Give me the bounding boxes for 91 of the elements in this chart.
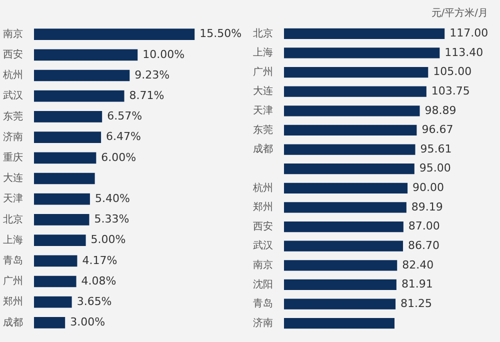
data-label: 5.33% bbox=[94, 212, 130, 226]
y-tick-label: 西安 bbox=[253, 220, 273, 232]
data-label: 98.89 bbox=[424, 104, 456, 117]
bar bbox=[34, 111, 102, 122]
y-tick-label: 大连 bbox=[3, 172, 23, 184]
y-tick-label: 广州 bbox=[253, 66, 273, 78]
y-tick-label: 上海 bbox=[3, 234, 23, 246]
y-tick-label: 重庆 bbox=[3, 151, 23, 164]
bar bbox=[284, 48, 440, 58]
bar bbox=[284, 298, 396, 310]
y-tick-label: 青岛 bbox=[253, 298, 273, 310]
y-tick-label: 郑州 bbox=[253, 201, 273, 214]
data-label: 103.75 bbox=[431, 84, 470, 98]
data-label: 86.70 bbox=[408, 238, 440, 252]
bar bbox=[284, 144, 416, 155]
data-label: 96.67 bbox=[422, 123, 454, 136]
data-label: 82.40 bbox=[402, 258, 434, 272]
data-label: 3.00% bbox=[70, 316, 106, 329]
data-label: 4.17% bbox=[82, 254, 118, 267]
data-label: 89.19 bbox=[411, 200, 443, 214]
data-label: 6.47% bbox=[106, 130, 141, 144]
data-label: 81.25 bbox=[400, 296, 432, 310]
data-label: 10.00% bbox=[142, 48, 185, 61]
bar bbox=[34, 172, 95, 184]
y-tick-label: 北京 bbox=[253, 27, 273, 40]
y-tick-label: 大连 bbox=[253, 85, 273, 98]
bar bbox=[284, 221, 404, 232]
y-tick-label: 郑州 bbox=[3, 296, 23, 308]
data-label: 15.50% bbox=[200, 27, 242, 40]
y-tick-label: 杭州 bbox=[252, 182, 273, 194]
bar bbox=[284, 279, 396, 290]
data-label: 117.00 bbox=[450, 26, 488, 40]
bar bbox=[34, 70, 130, 82]
data-label: 105.00 bbox=[433, 65, 472, 78]
bar bbox=[284, 86, 426, 97]
y-tick-label: 杭州 bbox=[2, 69, 23, 82]
y-tick-label: 上海 bbox=[253, 46, 273, 59]
y-tick-label: 西安 bbox=[3, 48, 23, 60]
data-label: 5.40% bbox=[94, 192, 130, 205]
data-label: 4.08% bbox=[81, 274, 116, 288]
bar bbox=[34, 49, 138, 61]
y-tick-label: 南京 bbox=[253, 259, 273, 271]
bar bbox=[284, 28, 445, 39]
y-tick-label: 南京 bbox=[3, 28, 23, 40]
data-label: 8.71% bbox=[129, 88, 164, 102]
bar bbox=[34, 255, 78, 267]
y-tick-label: 广州 bbox=[3, 275, 23, 288]
data-label: 3.65% bbox=[76, 294, 112, 308]
data-label: 9.23% bbox=[134, 68, 170, 82]
y-tick-label: 济南 bbox=[253, 316, 273, 329]
data-label: 87.00 bbox=[408, 220, 440, 233]
bar bbox=[284, 202, 406, 213]
y-tick-label: 北京 bbox=[3, 213, 23, 226]
bar bbox=[284, 124, 417, 136]
y-tick-label: 武汉 bbox=[253, 240, 273, 252]
bar bbox=[34, 317, 66, 328]
data-label: 90.00 bbox=[412, 181, 444, 194]
data-label: 6.57% bbox=[107, 110, 142, 123]
y-tick-label: 济南 bbox=[3, 130, 23, 143]
y-tick-label: 青岛 bbox=[3, 254, 23, 266]
y-tick-label: 成都 bbox=[3, 316, 23, 328]
bar bbox=[34, 132, 102, 143]
bar bbox=[34, 90, 124, 102]
text: 元/平方米/月 bbox=[431, 6, 488, 20]
y-tick-label: 成都 bbox=[253, 143, 273, 156]
data-label: 113.40 bbox=[444, 46, 484, 59]
y-tick-label: 天津 bbox=[3, 192, 23, 205]
bar bbox=[284, 66, 428, 78]
data-label: 5.00% bbox=[90, 233, 126, 246]
y-tick-label: 沈阳 bbox=[253, 278, 273, 290]
bar bbox=[284, 164, 414, 174]
bar bbox=[284, 182, 408, 194]
bar bbox=[34, 234, 86, 246]
bar bbox=[34, 214, 90, 226]
data-label: 95.00 bbox=[419, 162, 451, 175]
bar bbox=[34, 296, 72, 308]
bar bbox=[284, 240, 404, 252]
bar bbox=[34, 193, 90, 205]
y-tick-label: 东莞 bbox=[3, 110, 23, 122]
bar bbox=[34, 28, 195, 40]
data-label: 6.00% bbox=[101, 150, 136, 164]
y-tick-label: 东莞 bbox=[253, 124, 273, 136]
bar bbox=[284, 260, 398, 271]
data-label: 95.61 bbox=[420, 142, 452, 156]
bar bbox=[34, 276, 76, 288]
bar bbox=[284, 318, 395, 329]
y-tick-label: 武汉 bbox=[3, 90, 23, 102]
data-label: 81.91 bbox=[401, 278, 433, 291]
bar bbox=[34, 152, 96, 164]
bar bbox=[284, 106, 420, 116]
y-tick-label: 天津 bbox=[253, 104, 273, 116]
